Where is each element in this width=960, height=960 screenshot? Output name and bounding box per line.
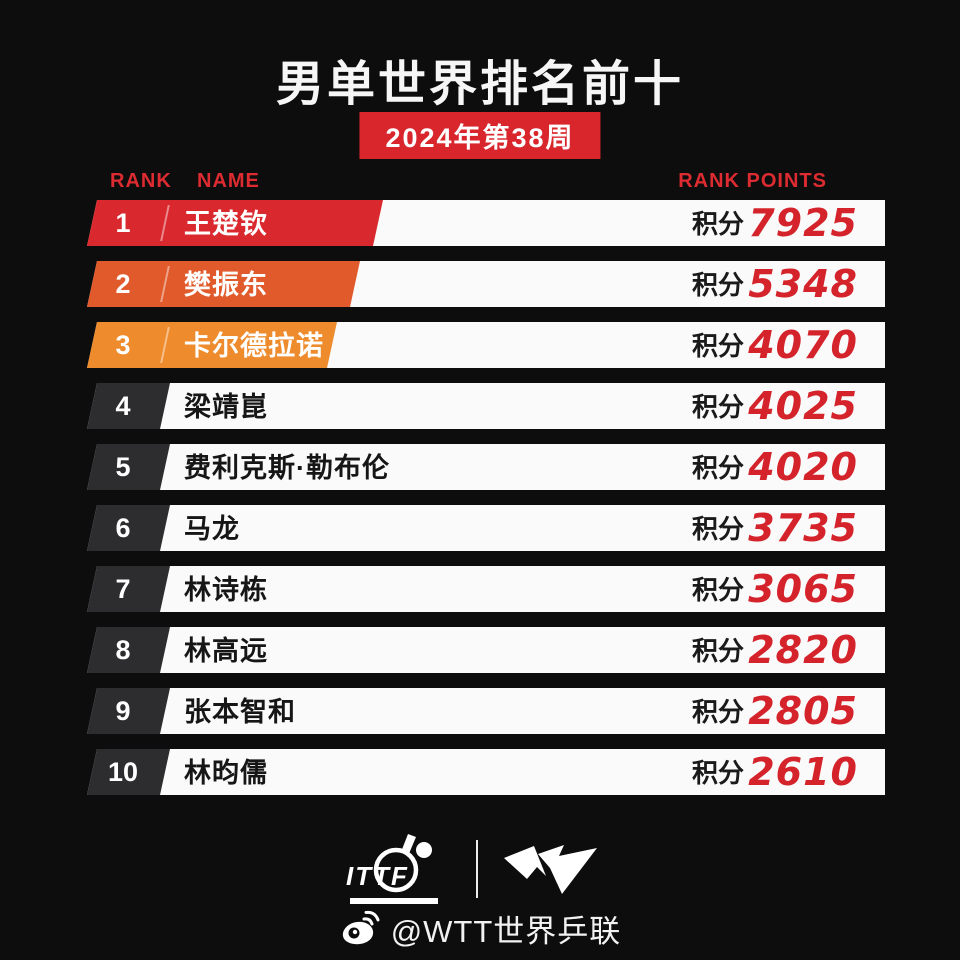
rank-number: 2 xyxy=(115,269,131,299)
ranking-table: 1 王楚钦 积分 7925 2 樊振东 积分 5348 3 卡尔德拉诺 积分 4… xyxy=(87,200,885,810)
player-name: 樊振东 xyxy=(184,270,268,300)
points-value: 7925 xyxy=(748,201,858,245)
points-value: 3735 xyxy=(748,506,858,550)
rank-number: 10 xyxy=(107,757,139,787)
row-background xyxy=(87,627,885,673)
table-row: 9 张本智和 积分 2805 xyxy=(87,688,885,734)
row-background xyxy=(87,505,885,551)
points-label: 积分 xyxy=(692,453,745,483)
weibo-credit: @WTT世界乒联 xyxy=(0,906,960,951)
weibo-icon xyxy=(342,910,380,944)
points-value: 3065 xyxy=(748,567,858,611)
points-value: 2610 xyxy=(748,750,858,794)
rank-number: 8 xyxy=(115,635,131,665)
player-name: 林诗栋 xyxy=(184,575,268,605)
table-row: 6 马龙 积分 3735 xyxy=(87,505,885,551)
player-name: 马龙 xyxy=(184,514,240,544)
player-name: 费利克斯·勒布伦 xyxy=(184,453,390,483)
player-name: 梁靖崑 xyxy=(184,392,268,422)
rank-accent-bar xyxy=(87,444,170,490)
header-rank: RANK xyxy=(110,170,172,192)
table-row: 7 林诗栋 积分 3065 xyxy=(87,566,885,612)
rank-accent-bar xyxy=(87,383,170,429)
points-label: 积分 xyxy=(692,697,745,727)
points-value: 4020 xyxy=(748,445,858,489)
ittf-logo: ITTF xyxy=(346,834,438,904)
table-row: 4 梁靖崑 积分 4025 xyxy=(87,383,885,429)
weibo-handle: @WTT世界乒联 xyxy=(390,914,622,949)
rank-number: 1 xyxy=(115,208,131,238)
points-value: 2805 xyxy=(748,689,858,733)
row-background xyxy=(87,444,885,490)
points-value: 4070 xyxy=(748,323,858,367)
rank-accent-bar xyxy=(87,261,360,307)
rank-accent-bar xyxy=(87,200,383,246)
rank-accent-bar xyxy=(87,627,170,673)
rank-number: 5 xyxy=(115,452,131,482)
player-name: 王楚钦 xyxy=(184,209,268,239)
rank-number: 4 xyxy=(115,391,131,421)
player-name: 林昀儒 xyxy=(184,758,268,788)
row-background xyxy=(87,566,885,612)
row-background xyxy=(87,383,885,429)
column-headers: RANK NAME RANK POINTS xyxy=(87,170,885,194)
points-label: 积分 xyxy=(692,331,745,361)
rank-accent-bar xyxy=(87,566,170,612)
points-label: 积分 xyxy=(692,758,745,788)
rank-accent-bar xyxy=(87,505,170,551)
table-row: 2 樊振东 积分 5348 xyxy=(87,261,885,307)
table-row: 5 费利克斯·勒布伦 积分 4020 xyxy=(87,444,885,490)
table-row: 1 王楚钦 积分 7925 xyxy=(87,200,885,246)
rank-accent-bar xyxy=(87,688,170,734)
points-label: 积分 xyxy=(692,270,745,300)
points-value: 2820 xyxy=(748,628,858,672)
row-background xyxy=(87,688,885,734)
points-label: 积分 xyxy=(692,514,745,544)
page-title: 男单世界排名前十 xyxy=(275,58,684,111)
table-row: 8 林高远 积分 2820 xyxy=(87,627,885,673)
row-background xyxy=(87,749,885,795)
points-label: 积分 xyxy=(692,392,745,422)
header-points: RANK POINTS xyxy=(678,170,827,192)
rank-number: 9 xyxy=(115,696,131,726)
points-label: 积分 xyxy=(692,636,745,666)
footer-logos: ITTF xyxy=(0,830,960,908)
table-row: 10 林昀儒 积分 2610 xyxy=(87,749,885,795)
rank-accent-bar xyxy=(87,322,337,368)
points-value: 4025 xyxy=(748,384,858,428)
table-row: 3 卡尔德拉诺 积分 4070 xyxy=(87,322,885,368)
rank-number: 7 xyxy=(115,574,131,604)
player-name: 张本智和 xyxy=(184,697,296,727)
points-label: 积分 xyxy=(692,209,745,239)
logo-divider xyxy=(476,840,478,898)
rank-accent-bar xyxy=(87,749,170,795)
rank-number: 6 xyxy=(115,513,131,543)
header-name: NAME xyxy=(197,170,260,192)
rank-number: 3 xyxy=(115,330,131,360)
player-name: 林高远 xyxy=(184,636,268,666)
points-label: 积分 xyxy=(692,575,745,605)
wtt-logo xyxy=(504,845,597,894)
week-badge: 2024年第38周 xyxy=(359,112,601,159)
player-name: 卡尔德拉诺 xyxy=(184,331,324,361)
points-value: 5348 xyxy=(748,262,858,306)
